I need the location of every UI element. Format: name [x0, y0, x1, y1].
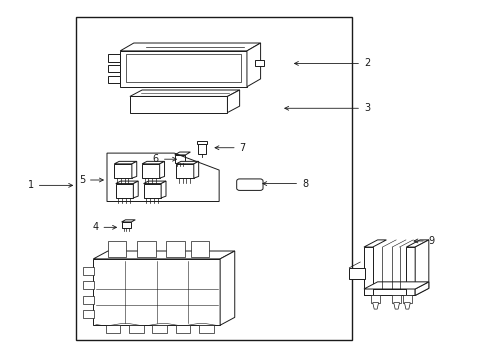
Polygon shape: [391, 296, 400, 303]
Text: 2: 2: [294, 58, 369, 68]
Polygon shape: [393, 303, 399, 309]
Polygon shape: [402, 296, 411, 303]
Bar: [196, 141, 207, 144]
Text: 6: 6: [153, 154, 176, 164]
Bar: [82, 296, 94, 304]
Bar: [108, 241, 126, 257]
Bar: [76, 17, 351, 339]
Polygon shape: [130, 90, 239, 96]
Bar: [116, 184, 133, 198]
Polygon shape: [220, 251, 234, 325]
Polygon shape: [130, 96, 227, 113]
FancyBboxPatch shape: [236, 179, 263, 190]
Polygon shape: [414, 240, 428, 296]
Text: 4: 4: [92, 222, 116, 232]
Polygon shape: [159, 161, 164, 178]
Bar: [198, 144, 205, 154]
Polygon shape: [132, 161, 137, 178]
Polygon shape: [404, 303, 409, 309]
Bar: [114, 164, 132, 178]
Bar: [122, 222, 131, 228]
Bar: [105, 324, 120, 333]
Polygon shape: [414, 282, 428, 296]
Bar: [82, 267, 94, 275]
Polygon shape: [370, 296, 379, 303]
Bar: [348, 268, 364, 279]
Bar: [199, 324, 213, 333]
Polygon shape: [133, 181, 138, 198]
Text: 8: 8: [262, 179, 307, 189]
Polygon shape: [255, 60, 264, 67]
Polygon shape: [372, 303, 378, 309]
Bar: [190, 241, 209, 257]
Bar: [82, 282, 94, 289]
Bar: [363, 247, 372, 296]
Polygon shape: [227, 90, 239, 113]
Polygon shape: [120, 43, 260, 51]
Bar: [174, 155, 185, 163]
Polygon shape: [406, 240, 428, 247]
Bar: [143, 184, 161, 198]
Polygon shape: [108, 76, 120, 83]
Bar: [176, 164, 193, 178]
Bar: [152, 324, 166, 333]
Bar: [93, 259, 220, 325]
Polygon shape: [114, 161, 137, 164]
Bar: [129, 324, 143, 333]
Polygon shape: [122, 220, 135, 222]
Polygon shape: [176, 161, 198, 164]
Polygon shape: [363, 240, 386, 247]
Bar: [142, 164, 159, 178]
Polygon shape: [246, 43, 260, 87]
Bar: [126, 54, 241, 82]
Text: 9: 9: [413, 236, 434, 246]
Text: 7: 7: [215, 143, 245, 153]
Polygon shape: [193, 161, 198, 178]
Bar: [175, 324, 190, 333]
Text: 1: 1: [28, 180, 72, 190]
Polygon shape: [108, 65, 120, 72]
Bar: [166, 241, 184, 257]
Polygon shape: [142, 161, 164, 164]
Polygon shape: [161, 181, 165, 198]
Polygon shape: [143, 181, 165, 184]
Polygon shape: [363, 282, 428, 289]
Bar: [363, 289, 414, 296]
Polygon shape: [120, 51, 246, 87]
Bar: [82, 310, 94, 318]
Polygon shape: [174, 152, 190, 155]
Polygon shape: [108, 54, 120, 62]
Bar: [406, 247, 414, 296]
Polygon shape: [116, 181, 138, 184]
Text: 5: 5: [79, 175, 103, 185]
Polygon shape: [93, 251, 234, 259]
Bar: [137, 241, 156, 257]
Text: 3: 3: [284, 103, 369, 113]
